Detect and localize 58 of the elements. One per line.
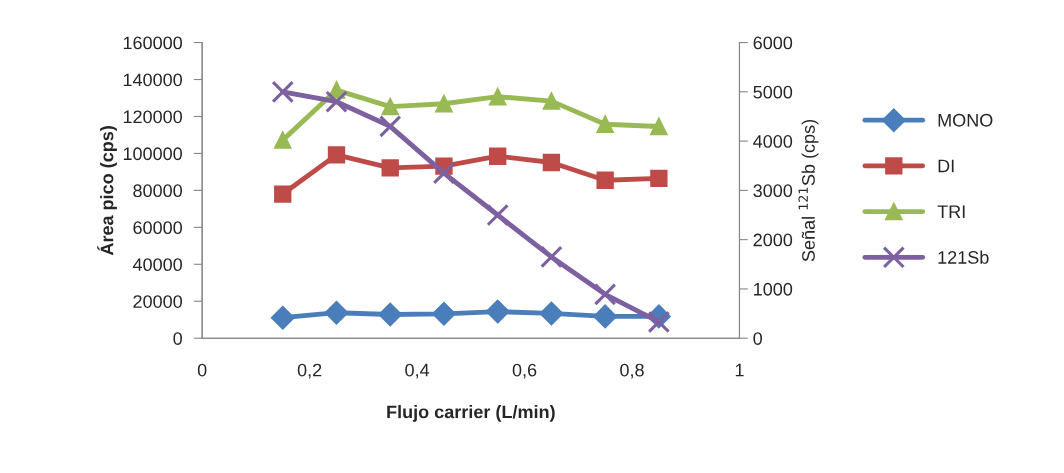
y2-tick-label: 4000 [753,135,793,148]
point [486,203,509,227]
legend-label: 121Sb [938,250,989,264]
x-tick-label: 1 [735,363,744,377]
point [593,283,617,306]
legend-label: TRI [937,205,965,218]
y2-tick-label: 6000 [753,36,793,50]
point [381,159,399,177]
y-tick-label: 20000 [133,295,183,308]
y-tick-label: 140000 [123,73,183,87]
y-axis-title: Área pico (cps) [97,126,117,256]
point [650,117,668,136]
point [596,115,614,133]
y2-tick-label: 0 [753,332,763,345]
point [327,146,346,164]
point [381,98,399,116]
legend-label: DI [938,159,954,173]
y-tick-label: 160000 [123,36,183,50]
point [274,185,292,203]
point [324,300,349,325]
point [650,169,668,188]
y2-tick-label: 2000 [753,233,793,247]
point [489,147,507,165]
point [542,92,561,110]
point [435,95,453,113]
x-tick-label: 0,4 [405,363,430,379]
y-tick-label: 0 [173,332,183,345]
x-tick-label: 0,6 [512,363,537,379]
point [596,171,614,189]
y2-tick-label: 3000 [753,184,793,198]
y-tick-label: 120000 [123,110,183,124]
point [270,305,295,330]
y2-tick-label: 5000 [753,85,793,99]
point [274,131,292,149]
legend-label: MONO [938,113,993,127]
y2-axis-title: Señal $^{121}$Sb (cps) [798,119,819,262]
x-tick-label: 0,8 [620,363,644,379]
x-tick-label: 0,2 [297,363,322,379]
point [378,302,403,327]
point [539,301,564,326]
point [485,299,510,324]
point [378,115,402,138]
point [432,161,456,185]
point [489,88,507,106]
y2-tick-label: 1000 [754,282,793,296]
y-tick-label: 60000 [133,221,183,235]
y-tick-label: 100000 [123,147,183,161]
point [271,80,295,104]
point [647,310,671,334]
y-tick-label: 80000 [133,184,183,198]
x-axis-title: Flujo carrier (L/min) [387,405,555,422]
x-tick-label: 0 [197,363,207,377]
point [593,304,617,329]
point [325,90,348,113]
point [540,245,563,269]
point [542,153,561,172]
point [432,301,456,326]
y-tick-label: 40000 [132,258,183,272]
